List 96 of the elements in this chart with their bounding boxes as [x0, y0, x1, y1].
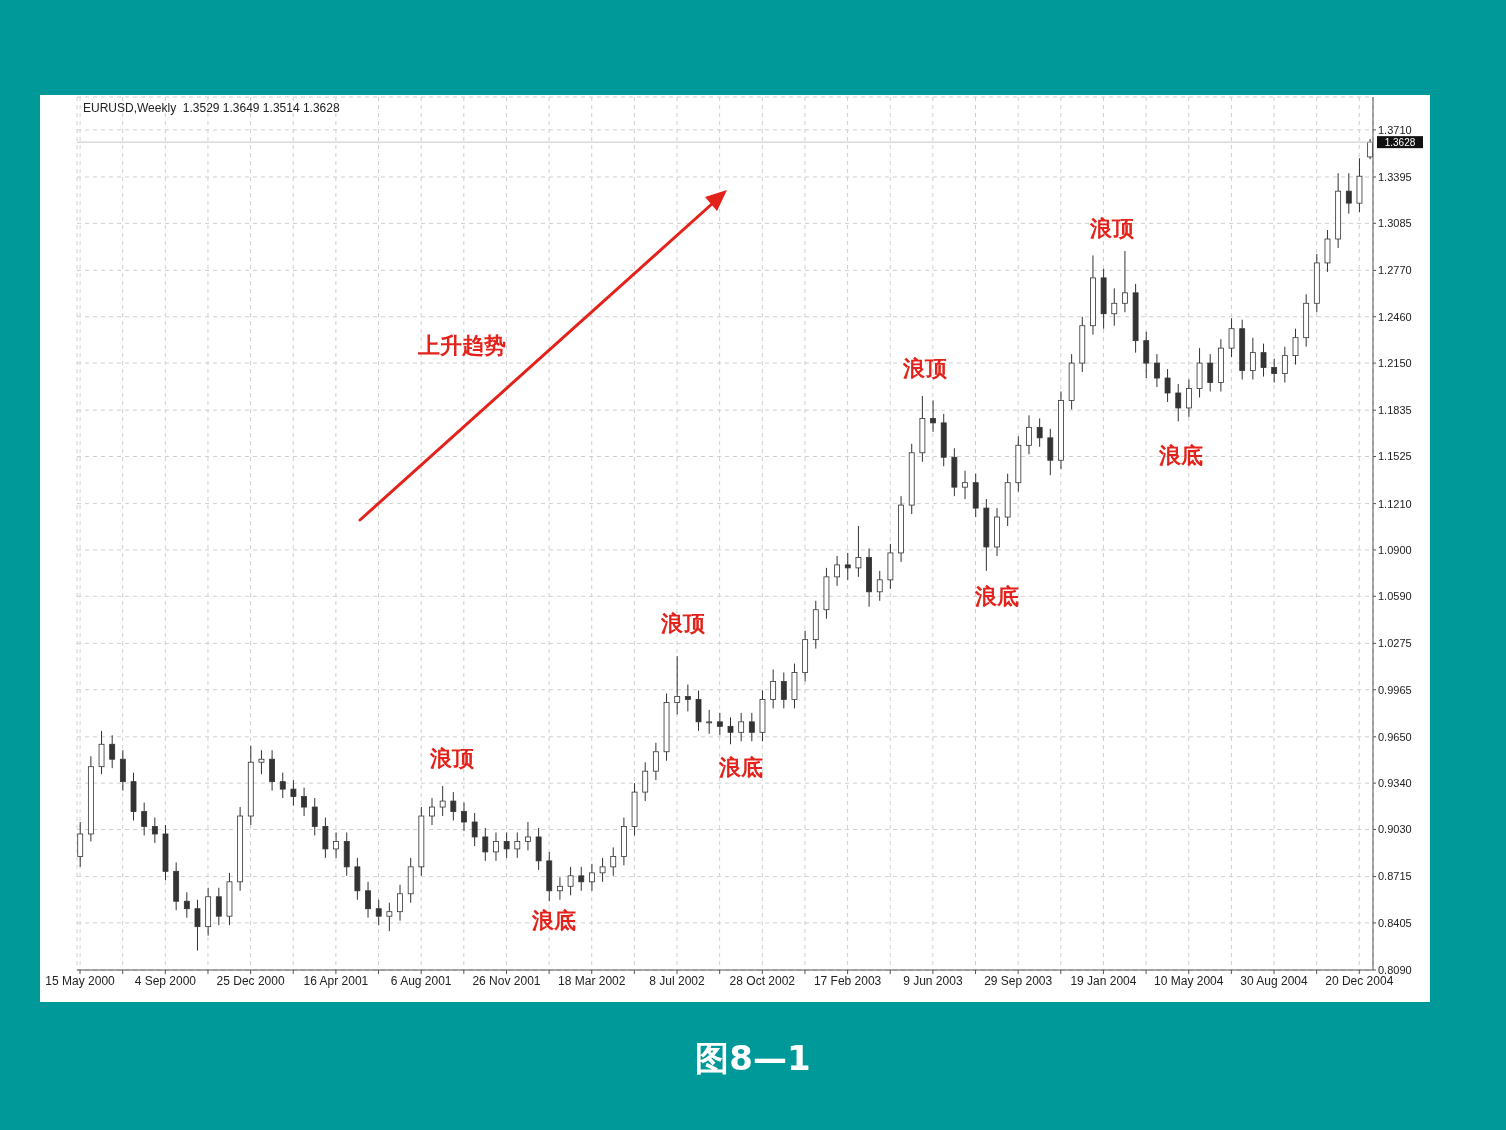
- candlestick: [1154, 353, 1160, 388]
- candlestick: [802, 630, 809, 682]
- x-tick-label: 18 Mar 2002: [558, 973, 626, 988]
- x-tick-label: 16 Apr 2001: [303, 973, 369, 988]
- candlestick: [493, 831, 499, 862]
- y-tick-label: 1.3395: [1378, 170, 1412, 183]
- chart-title: EURUSD,Weekly 1.3529 1.3649 1.3514 1.3628: [83, 101, 340, 115]
- x-tick-label: 30 Aug 2004: [1240, 973, 1309, 988]
- candlestick: [866, 547, 872, 608]
- candlestick: [1335, 172, 1342, 249]
- y-tick-label: 0.8090: [1378, 963, 1412, 976]
- annotation: 浪顶: [660, 610, 706, 638]
- candlestick: [301, 787, 307, 817]
- candlestick: [1249, 337, 1256, 381]
- x-tick-label: 9 Jun 2003: [903, 973, 963, 988]
- candlestick: [770, 669, 777, 709]
- x-tick-label: 15 May 2000: [45, 973, 116, 988]
- caption: 图8—1: [694, 1037, 812, 1080]
- annotation: 浪顶: [902, 355, 948, 383]
- y-tick-label: 1.2150: [1378, 356, 1412, 369]
- candlestick: [77, 821, 84, 868]
- candlestick: [183, 891, 190, 919]
- candlestick: [1090, 254, 1096, 336]
- annotation: 浪底: [974, 583, 1020, 611]
- candlestick: [652, 742, 659, 781]
- y-tick-label: 1.0900: [1378, 543, 1412, 556]
- candlestick: [237, 806, 244, 892]
- x-tick-label: 8 Jul 2002: [649, 973, 706, 988]
- y-tick-label: 0.8405: [1378, 916, 1412, 929]
- y-tick-label: 1.2770: [1378, 264, 1412, 277]
- candlestick: [119, 749, 126, 792]
- x-tick-label: 19 Jan 2004: [1070, 973, 1137, 988]
- y-tick-label: 1.1525: [1378, 450, 1412, 463]
- candlestick: [1122, 250, 1128, 313]
- candlestick: [1015, 435, 1022, 493]
- candlestick: [205, 887, 212, 937]
- y-tick-label: 1.0275: [1378, 637, 1412, 650]
- candlestick: [258, 749, 265, 775]
- candlestick: [365, 881, 371, 919]
- y-tick-label: 0.9650: [1378, 730, 1412, 743]
- candlestick: [1036, 417, 1043, 448]
- x-tick-label: 29 Sep 2003: [984, 973, 1053, 988]
- candlestick: [1058, 390, 1064, 470]
- candlestick: [1186, 379, 1192, 418]
- ref-line-label: 1.3628: [1384, 137, 1416, 149]
- candlestick: [844, 552, 851, 581]
- candlestick: [557, 876, 563, 901]
- annotation: 上升趋势: [417, 332, 507, 360]
- candlestick: [834, 555, 840, 587]
- candlestick: [621, 817, 627, 866]
- y-tick-label: 1.3710: [1378, 123, 1412, 136]
- candlestick: [269, 749, 275, 792]
- annotation: 浪顶: [429, 745, 475, 773]
- annotation: 浪底: [531, 907, 577, 935]
- candlestick: [994, 507, 1000, 557]
- candlestick: [333, 831, 339, 859]
- candlestick: [663, 692, 670, 762]
- candlestick: [1026, 414, 1032, 455]
- candlestick: [589, 863, 595, 892]
- x-tick-label: 4 Sep 2000: [134, 973, 197, 988]
- candlestick: [1345, 172, 1352, 215]
- candlestick: [98, 730, 105, 775]
- y-tick-label: 0.9030: [1378, 823, 1412, 836]
- x-tick-label: 26 Nov 2001: [472, 973, 541, 988]
- x-tick-label: 28 Oct 2002: [729, 973, 796, 988]
- annotation: 浪底: [718, 754, 764, 782]
- candlestick: [429, 797, 435, 826]
- candlestick: [674, 655, 681, 715]
- candlestick: [1303, 293, 1310, 348]
- candlestick: [1111, 287, 1118, 327]
- y-tick-label: 1.1210: [1378, 497, 1412, 510]
- candlestick: [684, 683, 691, 712]
- y-tick-label: 0.9965: [1378, 683, 1412, 696]
- x-tick-label: 10 May 2004: [1154, 973, 1224, 988]
- candlestick: [87, 755, 94, 842]
- x-tick-label: 20 Dec 2004: [1325, 973, 1394, 988]
- annotation: 浪顶: [1089, 215, 1135, 243]
- candlestick: [397, 884, 403, 922]
- candlestick: [525, 821, 531, 851]
- candlestick: [930, 399, 936, 433]
- y-tick-label: 0.8715: [1378, 870, 1412, 883]
- candlestick: [727, 716, 734, 745]
- y-tick-label: 1.0590: [1378, 590, 1412, 603]
- candlestick: [461, 802, 467, 832]
- x-tick-label: 6 Aug 2001: [390, 973, 452, 988]
- candlestick: [962, 470, 968, 500]
- y-tick-label: 1.3085: [1378, 217, 1412, 230]
- candlestick: [919, 395, 926, 463]
- candlestick: [1217, 338, 1224, 392]
- y-tick-label: 1.1835: [1378, 404, 1412, 417]
- y-tick-label: 0.9340: [1378, 777, 1412, 790]
- y-tick-label: 1.2460: [1378, 310, 1412, 323]
- annotation: 浪底: [1158, 442, 1204, 470]
- x-tick-label: 25 Dec 2000: [216, 973, 285, 988]
- candlestick: [898, 495, 904, 563]
- x-tick-label: 17 Feb 2003: [813, 973, 882, 988]
